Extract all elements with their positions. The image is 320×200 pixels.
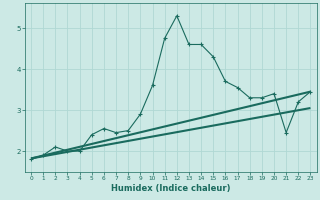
X-axis label: Humidex (Indice chaleur): Humidex (Indice chaleur)	[111, 184, 230, 193]
